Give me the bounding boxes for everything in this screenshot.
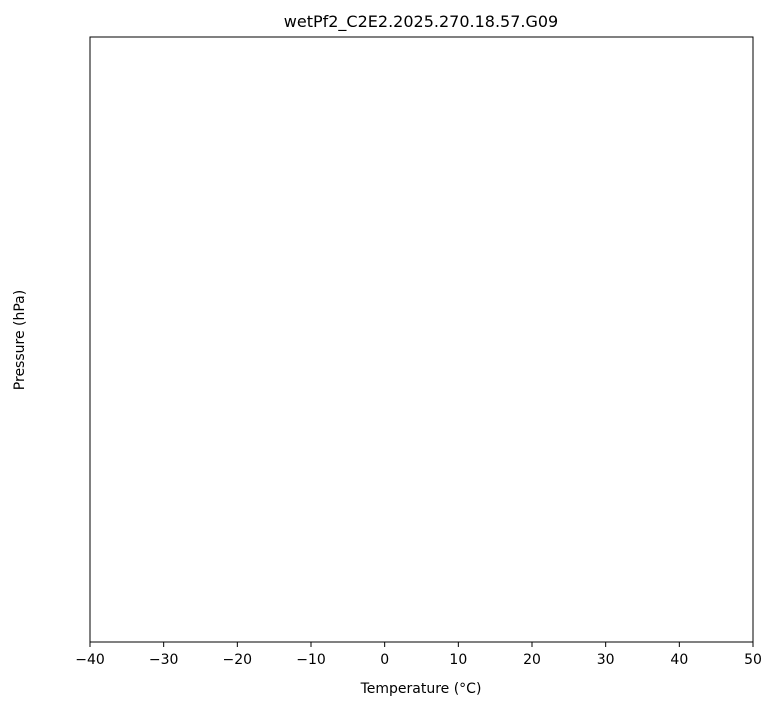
x-tick-label: −10 <box>296 652 326 668</box>
axes: −40−30−20−100102030405010020030040050060… <box>75 642 762 668</box>
x-tick-label: 10 <box>449 652 467 668</box>
x-tick-label: −40 <box>75 652 105 668</box>
y-axis-label: Pressure (hPa) <box>12 290 28 390</box>
x-tick-label: 20 <box>523 652 541 668</box>
x-tick-label: −20 <box>223 652 253 668</box>
x-tick-label: −30 <box>149 652 179 668</box>
x-tick-label: 40 <box>670 652 688 668</box>
chart-title: wetPf2_C2E2.2025.270.18.57.G09 <box>284 12 558 32</box>
x-axis-label: Temperature (°C) <box>360 681 482 697</box>
x-tick-label: 0 <box>380 652 389 668</box>
plot-frame <box>89 36 754 643</box>
x-tick-label: 30 <box>597 652 615 668</box>
x-tick-label: 50 <box>744 652 762 668</box>
